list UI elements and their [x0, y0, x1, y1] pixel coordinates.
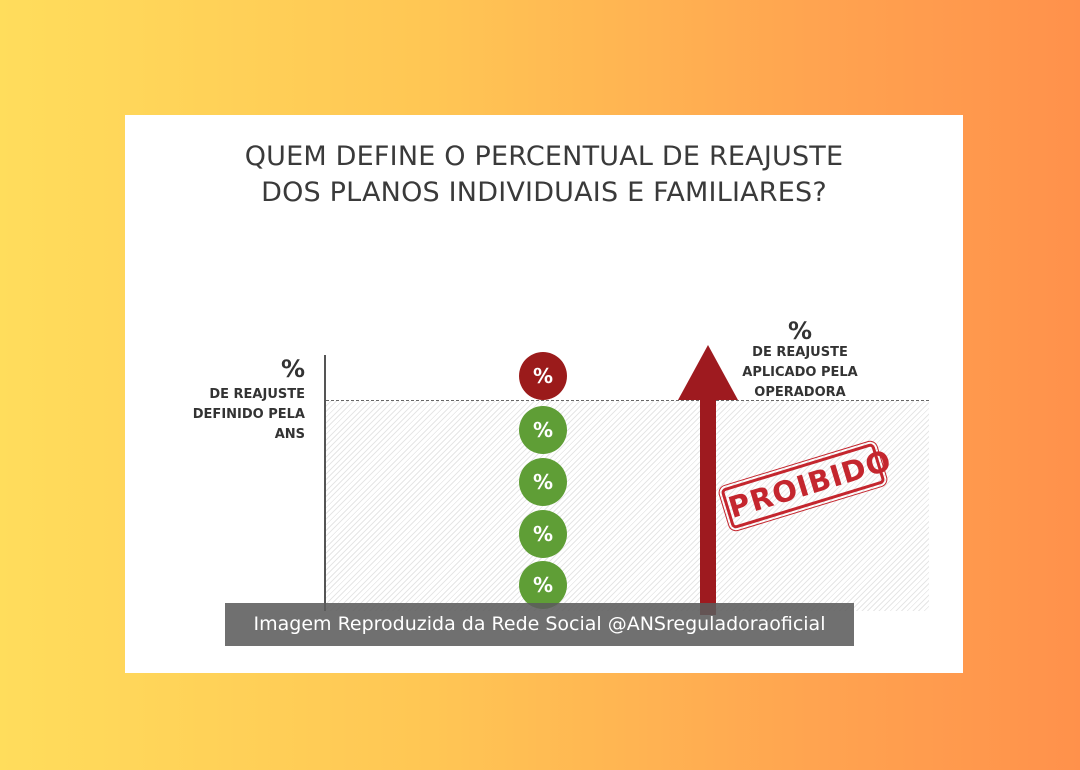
ans-label-line-2: DEFINIDO PELA [192, 407, 305, 422]
arrow-head [678, 345, 738, 400]
image-credit-caption: Imagem Reproduzida da Rede Social @ANSre… [225, 603, 854, 646]
title-line-2: DOS PLANOS INDIVIDUAIS E FAMILIARES? [261, 177, 827, 208]
operator-label-line-3: OPERADORA [754, 385, 846, 400]
operator-label-line-2: APLICADO PELA [742, 365, 858, 380]
hatched-allowed-area [326, 401, 929, 611]
percent-circle-allowed: % [519, 406, 567, 454]
percent-circle-allowed: % [519, 510, 567, 558]
ans-label-line-3: ANS [274, 427, 305, 442]
ans-limit-dashed-line [326, 400, 929, 401]
percent-circle-over-limit: % [519, 352, 567, 400]
arrow-shaft [700, 398, 716, 615]
ans-percent-symbol: % [280, 355, 305, 383]
percent-circle-allowed: % [519, 561, 567, 609]
infographic-card: QUEM DEFINE O PERCENTUAL DE REAJUSTE DOS… [125, 115, 963, 673]
vertical-axis [324, 355, 326, 611]
operator-percent-symbol: % [787, 317, 813, 345]
up-arrow-icon [678, 345, 738, 615]
percent-circle-allowed: % [519, 458, 567, 506]
operator-label-line-1: DE REAJUSTE [752, 345, 848, 360]
ans-label-line-1: DE REAJUSTE [209, 387, 305, 402]
title-line-1: QUEM DEFINE O PERCENTUAL DE REAJUSTE [244, 141, 844, 172]
